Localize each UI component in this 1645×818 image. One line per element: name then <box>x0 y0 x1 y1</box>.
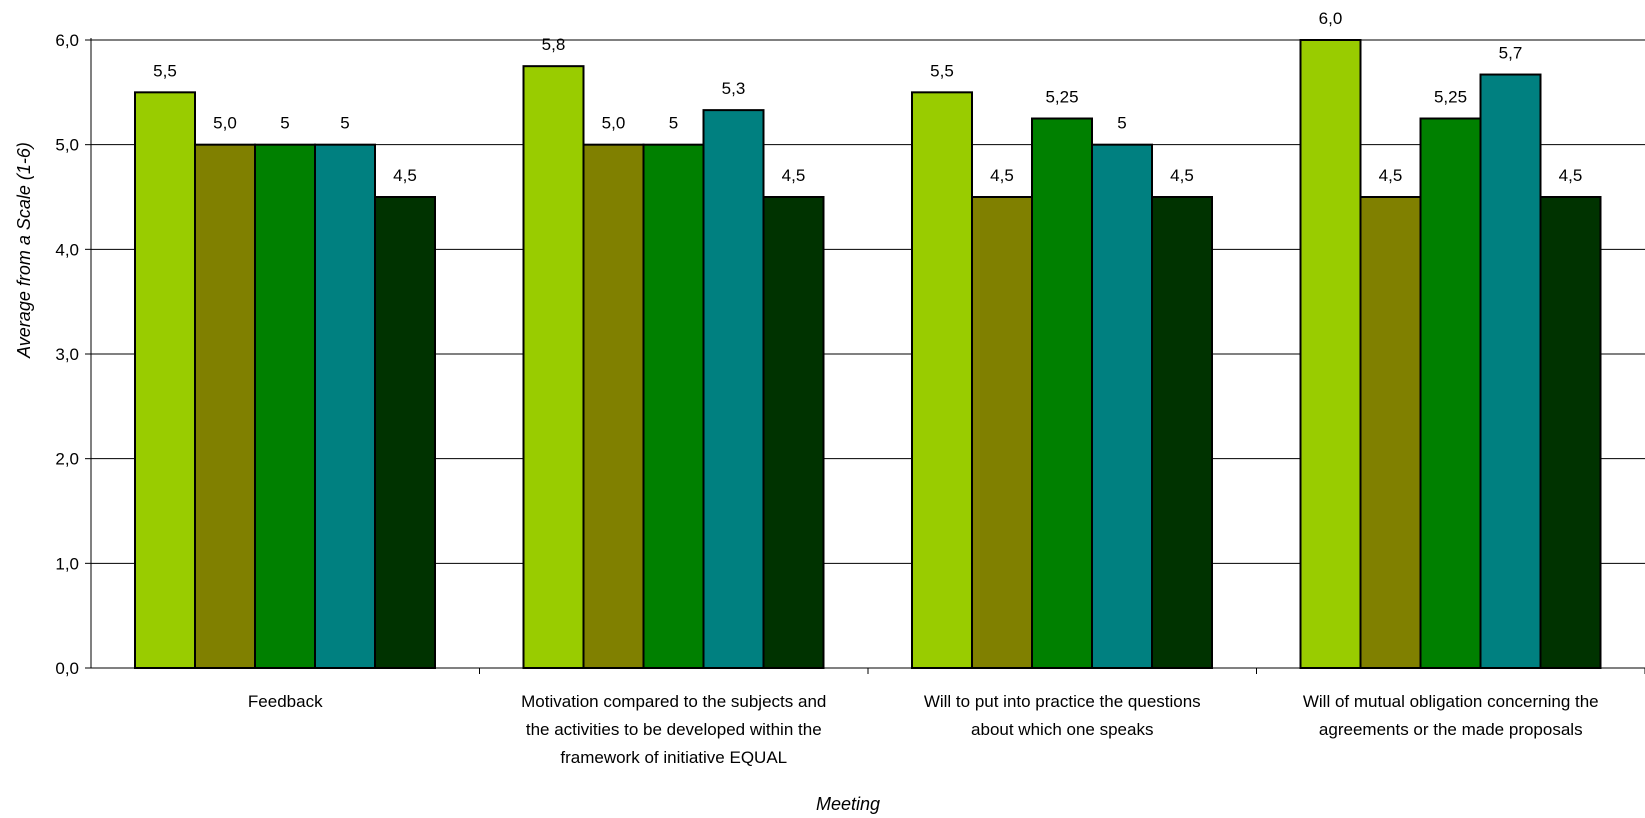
y-tick-label: 2,0 <box>55 450 79 469</box>
axes <box>90 38 1645 674</box>
data-label: 5,25 <box>1434 88 1467 107</box>
category-label-line: the activities to be developed within th… <box>526 720 822 739</box>
bar <box>1299 39 1362 669</box>
y-tick-label: 6,0 <box>55 31 79 50</box>
category-label-line: Feedback <box>248 692 323 711</box>
bar <box>971 196 1033 669</box>
category-label: Feedback <box>248 692 323 711</box>
data-label: 5 <box>669 114 678 133</box>
bar <box>702 109 765 670</box>
data-labels: 5,5 5,8 5,5 6,0 5,0 5,0 4,5 4,5 5 5 5,25 5,25 5 5,3 5 5… <box>153 9 1582 185</box>
bar <box>522 65 585 669</box>
data-label: 4,5 <box>393 166 417 185</box>
data-label: 5,0 <box>213 114 237 133</box>
category-label-line: Will of mutual obligation concerning the <box>1303 692 1599 711</box>
category-label: Will of mutual obligation concerning the… <box>1303 692 1599 739</box>
bar <box>911 91 973 670</box>
data-label: 5,5 <box>930 61 954 80</box>
y-tick-label: 4,0 <box>55 240 79 259</box>
y-tick-label: 5,0 <box>55 136 79 155</box>
category-labels: Feedback Motivation compared to the subje… <box>248 692 1599 767</box>
bar <box>1091 143 1153 669</box>
category-label: Will to put into practice the questions a… <box>924 692 1201 739</box>
data-label: 5,7 <box>1499 44 1523 63</box>
bar <box>254 143 316 669</box>
bar <box>582 143 645 669</box>
y-tick-label: 3,0 <box>55 345 79 364</box>
data-label: 4,5 <box>1559 166 1583 185</box>
x-axis-title: Meeting <box>816 794 880 814</box>
data-label: 5,5 <box>153 61 177 80</box>
data-label: 5,0 <box>602 114 626 133</box>
category-label-line: framework of initiative EQUAL <box>560 748 787 767</box>
category-label-line: Will to put into practice the questions <box>924 692 1201 711</box>
data-label: 5,3 <box>722 79 746 98</box>
category-label-line: about which one speaks <box>971 720 1153 739</box>
category-label-line: agreements or the made proposals <box>1319 720 1583 739</box>
data-label: 4,5 <box>1379 166 1403 185</box>
bar <box>1359 196 1422 669</box>
bar <box>374 196 436 669</box>
category-label: Motivation compared to the subjects and t… <box>521 692 826 767</box>
y-axis-tick-labels: 0,0 1,0 2,0 3,0 4,0 5,0 6,0 <box>55 31 79 678</box>
data-label: 5 <box>280 114 289 133</box>
bar <box>314 143 376 669</box>
data-label: 4,5 <box>990 166 1014 185</box>
y-axis-title: Average from a Scale (1-6) <box>14 142 34 359</box>
data-label: 5,8 <box>542 35 566 54</box>
category-label-line: Motivation compared to the subjects and <box>521 692 826 711</box>
data-label: 5 <box>340 114 349 133</box>
data-label: 6,0 <box>1319 9 1343 28</box>
bar <box>1031 117 1093 669</box>
bar <box>642 143 705 669</box>
data-label: 4,5 <box>1170 166 1194 185</box>
bars <box>134 39 1602 670</box>
data-label: 5,25 <box>1045 88 1078 107</box>
bar <box>134 91 196 670</box>
y-tick-label: 0,0 <box>55 659 79 678</box>
bar <box>1419 117 1482 669</box>
y-tick-label: 1,0 <box>55 554 79 573</box>
bar <box>1479 73 1542 670</box>
data-label: 5 <box>1117 114 1126 133</box>
bar <box>1539 196 1602 669</box>
bar <box>194 143 256 669</box>
bar <box>762 196 825 669</box>
bar <box>1151 196 1213 669</box>
data-label: 4,5 <box>782 166 806 185</box>
